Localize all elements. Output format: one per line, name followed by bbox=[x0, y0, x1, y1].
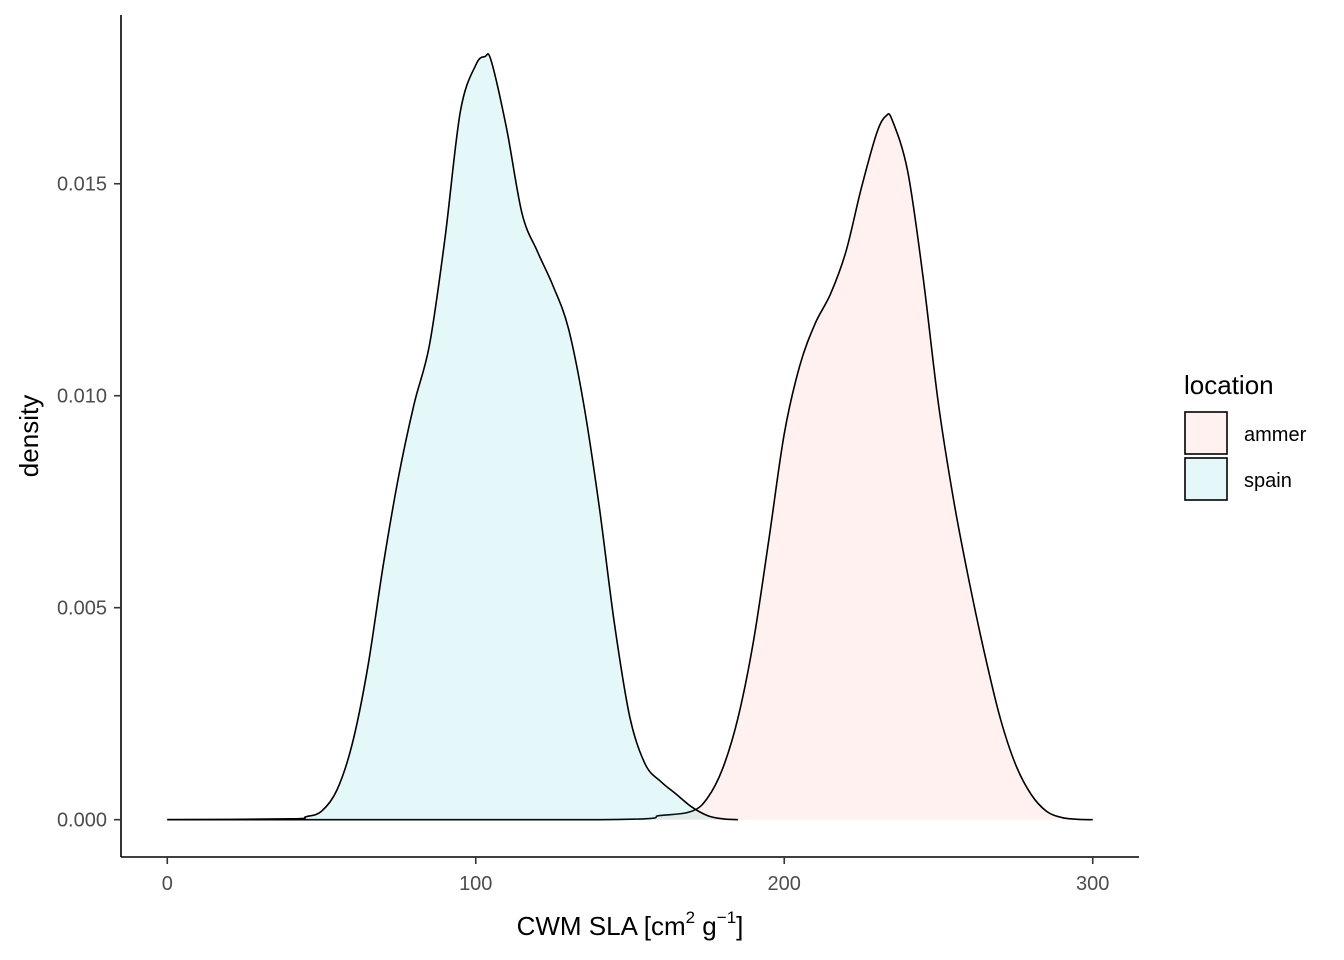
legend-key-bg bbox=[1185, 412, 1227, 454]
y-tick-label: 0.005 bbox=[57, 598, 107, 620]
density-area-spain bbox=[167, 53, 738, 820]
legend-title: location bbox=[1184, 370, 1274, 400]
x-axis-title: CWM SLA [cm2 g−1] bbox=[517, 908, 744, 941]
legend-key-spain bbox=[1184, 457, 1228, 501]
x-axis-title-end: ] bbox=[736, 911, 743, 941]
legend-label-ammer: ammer bbox=[1244, 424, 1307, 446]
x-axis-title-sup-1: 2 bbox=[686, 908, 695, 927]
series-layer bbox=[167, 53, 1093, 821]
density-line-spain bbox=[167, 53, 739, 821]
x-tick-label: 0 bbox=[162, 873, 173, 895]
x-tick-label: 200 bbox=[768, 873, 801, 895]
legend-item-ammer: ammer bbox=[1184, 411, 1307, 455]
x-tick-label: 300 bbox=[1076, 873, 1109, 895]
legend-key-bg bbox=[1185, 458, 1227, 500]
y-tick-label: 0.015 bbox=[57, 174, 107, 196]
y-axis-title: density bbox=[14, 395, 44, 477]
legend-key-ammer bbox=[1184, 411, 1228, 455]
legend-label-spain: spain bbox=[1244, 470, 1292, 492]
y-tick-label: 0.000 bbox=[57, 810, 107, 832]
axes-layer: 0 100 200 300 0.000 0.005 0.010 0.015 bbox=[57, 15, 1139, 895]
x-axis-title-sup-2: −1 bbox=[717, 908, 736, 927]
density-line-ammer bbox=[167, 112, 1093, 821]
density-area-ammer bbox=[167, 113, 1093, 820]
x-tick-label: 100 bbox=[459, 873, 492, 895]
legend-item-spain: spain bbox=[1184, 457, 1292, 501]
y-tick-label: 0.010 bbox=[57, 386, 107, 408]
x-axis-title-mid: g bbox=[695, 911, 717, 941]
legend: ammer spain bbox=[1184, 411, 1307, 501]
x-axis-title-base: CWM SLA [cm bbox=[517, 911, 686, 941]
